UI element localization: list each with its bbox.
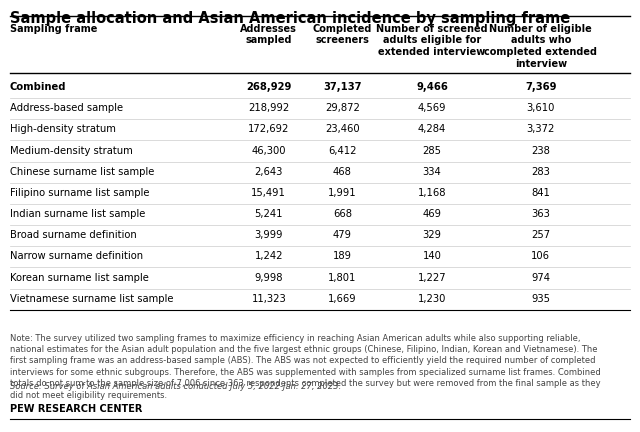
- Text: 3,610: 3,610: [527, 103, 555, 113]
- Text: 363: 363: [531, 209, 550, 219]
- Text: Korean surname list sample: Korean surname list sample: [10, 273, 148, 283]
- Text: Source: Survey of Asian American adults conducted July 5, 2022-Jan. 27, 2023.: Source: Survey of Asian American adults …: [10, 382, 341, 391]
- Text: PEW RESEARCH CENTER: PEW RESEARCH CENTER: [10, 404, 142, 414]
- Text: 218,992: 218,992: [248, 103, 289, 113]
- Text: 285: 285: [422, 146, 442, 156]
- Text: Number of screened
adults eligible for
extended interview: Number of screened adults eligible for e…: [376, 24, 488, 57]
- Text: Sample allocation and Asian American incidence by sampling frame: Sample allocation and Asian American inc…: [10, 11, 570, 26]
- Text: 172,692: 172,692: [248, 124, 289, 134]
- Text: 238: 238: [531, 146, 550, 156]
- Text: 29,872: 29,872: [325, 103, 360, 113]
- Text: 1,242: 1,242: [255, 251, 283, 261]
- Text: Combined: Combined: [10, 82, 66, 92]
- Text: 1,227: 1,227: [418, 273, 446, 283]
- Text: 1,168: 1,168: [418, 188, 446, 198]
- Text: 1,801: 1,801: [328, 273, 356, 283]
- Text: 974: 974: [531, 273, 550, 283]
- Text: 9,998: 9,998: [255, 273, 283, 283]
- Text: 479: 479: [333, 230, 352, 240]
- Text: 15,491: 15,491: [252, 188, 286, 198]
- Text: 841: 841: [531, 188, 550, 198]
- Text: 106: 106: [531, 251, 550, 261]
- Text: Narrow surname definition: Narrow surname definition: [10, 251, 143, 261]
- Text: Indian surname list sample: Indian surname list sample: [10, 209, 145, 219]
- Text: Address-based sample: Address-based sample: [10, 103, 123, 113]
- Text: 469: 469: [422, 209, 442, 219]
- Text: 11,323: 11,323: [252, 294, 286, 304]
- Text: Medium-density stratum: Medium-density stratum: [10, 146, 132, 156]
- Text: Vietnamese surname list sample: Vietnamese surname list sample: [10, 294, 173, 304]
- Text: 1,669: 1,669: [328, 294, 356, 304]
- Text: Completed
screeners: Completed screeners: [313, 24, 372, 45]
- Text: 4,284: 4,284: [418, 124, 446, 134]
- Text: 334: 334: [422, 167, 442, 177]
- Text: 257: 257: [531, 230, 550, 240]
- Text: 37,137: 37,137: [323, 82, 362, 92]
- Text: Sampling frame: Sampling frame: [10, 24, 97, 34]
- Text: 5,241: 5,241: [255, 209, 283, 219]
- Text: 1,991: 1,991: [328, 188, 356, 198]
- Text: 2,643: 2,643: [255, 167, 283, 177]
- Text: Chinese surname list sample: Chinese surname list sample: [10, 167, 154, 177]
- Text: 3,372: 3,372: [527, 124, 555, 134]
- Text: Number of eligible
adults who
completed extended
interview: Number of eligible adults who completed …: [484, 24, 597, 69]
- Text: 3,999: 3,999: [255, 230, 283, 240]
- Text: Note: The survey utilized two sampling frames to maximize efficiency in reaching: Note: The survey utilized two sampling f…: [10, 334, 600, 400]
- Text: 7,369: 7,369: [525, 82, 557, 92]
- Text: 23,460: 23,460: [325, 124, 360, 134]
- Text: High-density stratum: High-density stratum: [10, 124, 115, 134]
- Text: 329: 329: [422, 230, 442, 240]
- Text: 283: 283: [531, 167, 550, 177]
- Text: Addresses
sampled: Addresses sampled: [241, 24, 297, 45]
- Text: Broad surname definition: Broad surname definition: [10, 230, 136, 240]
- Text: 4,569: 4,569: [418, 103, 446, 113]
- Text: 9,466: 9,466: [416, 82, 448, 92]
- Text: 189: 189: [333, 251, 352, 261]
- Text: 140: 140: [422, 251, 442, 261]
- Text: 268,929: 268,929: [246, 82, 291, 92]
- Text: 668: 668: [333, 209, 352, 219]
- Text: 46,300: 46,300: [252, 146, 286, 156]
- Text: 6,412: 6,412: [328, 146, 356, 156]
- Text: 468: 468: [333, 167, 352, 177]
- Text: 1,230: 1,230: [418, 294, 446, 304]
- Text: 935: 935: [531, 294, 550, 304]
- Text: Filipino surname list sample: Filipino surname list sample: [10, 188, 149, 198]
